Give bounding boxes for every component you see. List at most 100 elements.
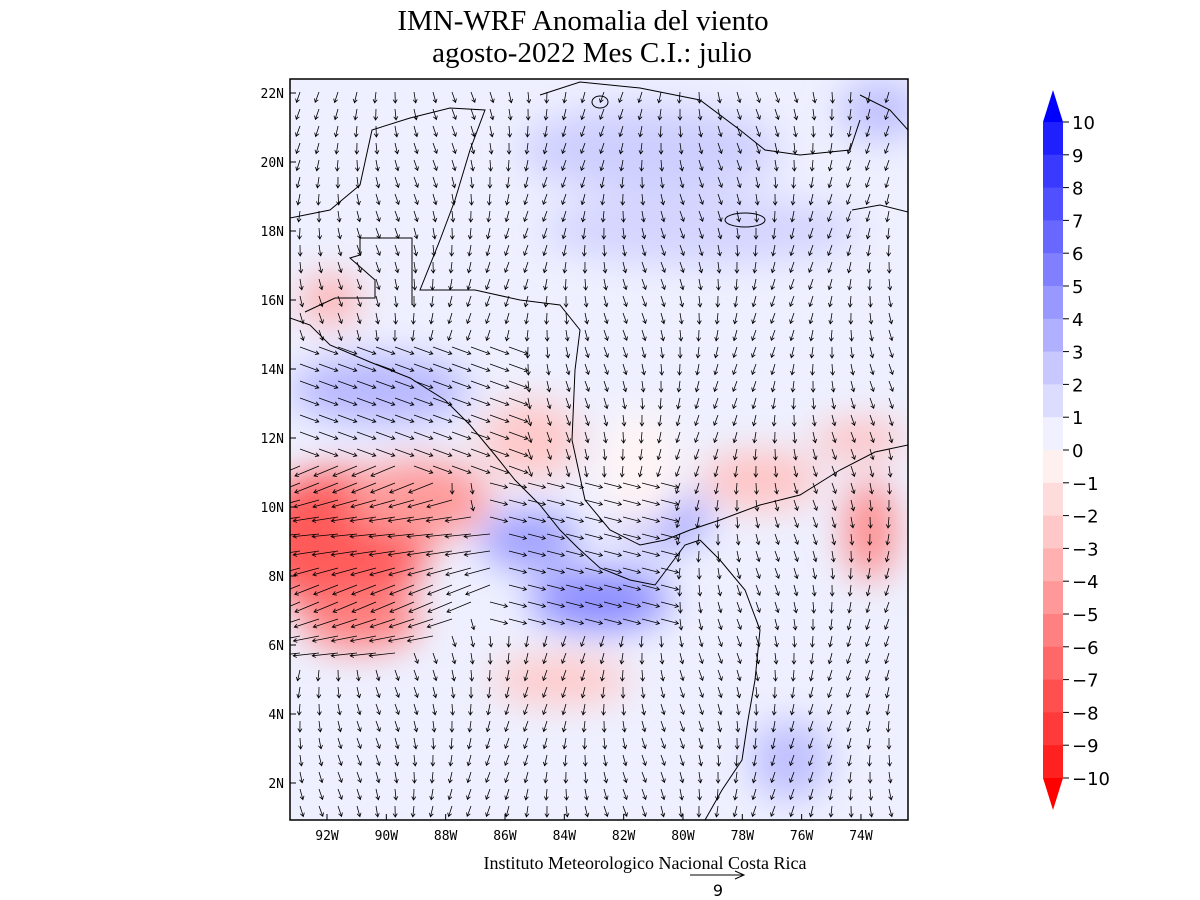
wind-arrow [431,737,436,750]
wind-arrow [561,720,567,733]
wind-arrow [736,584,742,597]
wind-arrow [298,754,304,767]
wind-arrow [732,312,738,325]
wind-arrow [374,805,380,818]
wind-arrow [698,669,704,682]
wind-arrow [350,499,377,509]
wind-arrow [318,448,339,457]
wind-arrow [299,431,320,440]
wind-arrow [299,380,320,389]
wind-arrow [523,652,529,665]
wind-arrow [582,754,588,767]
wind-arrow [641,550,661,557]
wind-arrow [527,465,533,478]
wind-arrow [713,397,719,410]
wind-arrow [413,346,434,355]
wind-arrow [356,788,362,801]
map-frame [289,78,909,821]
wind-arrow [809,346,815,359]
wind-arrow [736,550,741,563]
wind-arrow [318,397,339,406]
wind-arrow [505,193,510,206]
wind-arrow [370,584,396,596]
wind-arrow [867,771,873,784]
wind-arrow [526,380,532,393]
wind-arrow [356,261,362,274]
wind-arrow [770,805,776,818]
wind-arrow [753,703,759,716]
wind-arrow [732,431,738,444]
colorbar-label: −5 [1072,605,1099,626]
wind-arrow [885,227,891,240]
wind-arrow [831,397,836,410]
wind-arrow [485,771,491,784]
wind-arrow [375,227,381,240]
wind-arrow [789,227,795,240]
wind-arrow [622,788,628,801]
wind-arrow [847,108,853,121]
wind-arrow [318,363,339,372]
wind-arrow [426,618,453,629]
wind-arrow [620,193,626,206]
wind-arrow [619,652,625,665]
wind-arrow [751,295,757,308]
wind-arrow [527,499,547,506]
wind-arrow [368,550,396,557]
wind-arrow [660,754,666,767]
wind-arrow [356,312,362,325]
wind-arrow [426,499,453,509]
wind-arrow [584,448,590,461]
wind-arrow [736,686,742,699]
wind-arrow [735,720,741,733]
wind-arrow [468,686,474,699]
wind-arrow [676,550,681,563]
wind-arrow [599,91,605,104]
wind-arrow [808,771,814,784]
wind-arrow [394,686,400,699]
wind-arrow [713,346,719,359]
wind-arrow [622,346,628,359]
wind-arrow [337,329,343,342]
wind-arrow [868,788,874,801]
wind-arrow [299,397,320,406]
wind-arrow [755,159,761,172]
wind-arrow [696,567,702,580]
wind-arrow [827,720,833,733]
wind-arrow [451,91,457,104]
wind-arrow [660,771,666,784]
wind-arrow [565,397,571,410]
wind-arrow [641,584,661,591]
wind-arrow [487,652,493,665]
wind-arrow [524,788,529,801]
wind-arrow [717,142,723,155]
wind-arrow [296,193,301,206]
wind-arrow [542,193,548,206]
wind-arrow [638,142,644,155]
wind-arrow [432,91,438,104]
wind-arrow [429,295,435,308]
wind-arrow [808,227,814,240]
wind-arrow [448,261,454,274]
wind-arrow [525,363,531,376]
wind-arrow [432,193,438,206]
wind-arrow [713,465,719,478]
wind-arrow [599,176,605,189]
wind-arrow [698,703,704,716]
wind-arrow [812,499,818,512]
wind-arrow [298,737,303,750]
colorbar-bin [1043,450,1063,484]
wind-arrow [622,261,628,274]
wind-arrow [565,567,585,574]
wind-arrow [812,567,818,580]
wind-arrow [584,346,590,359]
wind-arrow [527,448,533,461]
wind-arrow [830,567,836,580]
wind-arrow [698,125,703,138]
wind-arrow [753,720,759,733]
wind-arrow [698,227,704,240]
wind-arrow [332,482,358,494]
wind-arrow [356,431,377,440]
wind-arrow [713,448,719,461]
wind-arrow [564,312,570,325]
wind-arrow [468,193,474,206]
